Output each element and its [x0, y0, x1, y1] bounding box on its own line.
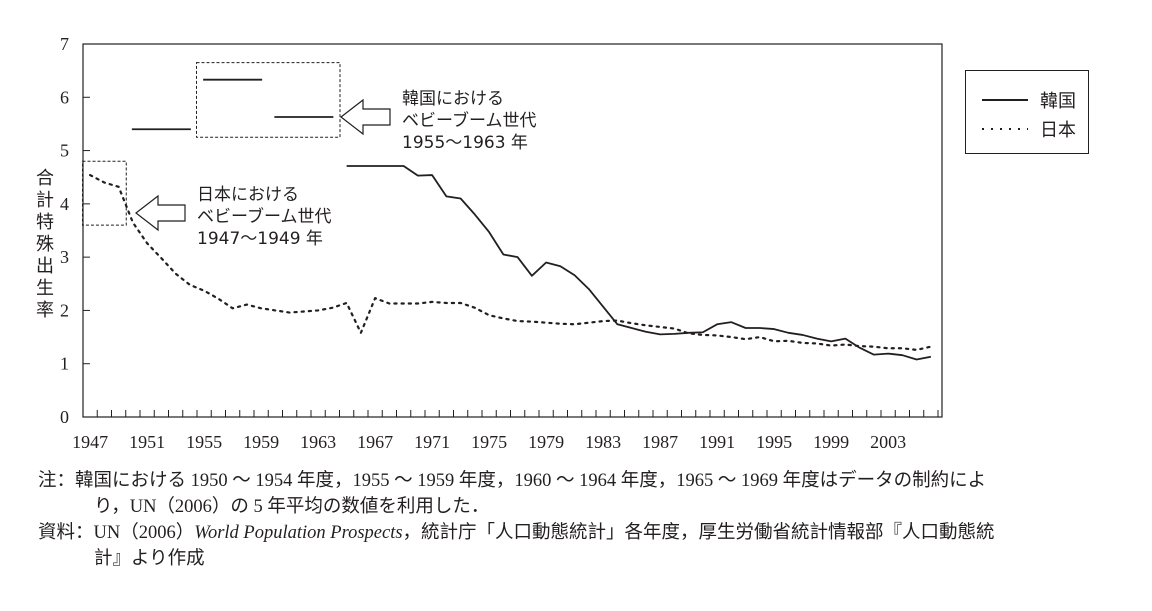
x-tick-label: 1983	[585, 432, 621, 452]
legend: 韓国 日本	[965, 70, 1089, 154]
y-axis-label: 合計特殊出生率	[34, 168, 56, 322]
x-tick-label: 1987	[642, 432, 678, 452]
series-line	[347, 166, 931, 359]
source-title: World Population Prospects	[194, 523, 402, 543]
source-label: 資料：	[38, 523, 94, 543]
japan-baby-boom-text: ベビーブーム世代	[197, 206, 331, 227]
legend-item-japan: 日本	[966, 116, 1090, 140]
x-tick-label: 1963	[300, 432, 336, 452]
japan-baby-boom-text: 日本における	[197, 185, 299, 205]
x-tick-label: 1955	[186, 432, 222, 452]
x-tick-label: 1975	[471, 432, 507, 452]
note-line-2: り，UN（2006）の 5 年平均の数値を利用した．	[38, 494, 1138, 520]
source-line-1: 資料：UN（2006）World Population Prospects，統計…	[38, 520, 1138, 546]
y-tick-label: 1	[60, 354, 69, 374]
japan-baby-boom-highlight-box	[83, 161, 127, 225]
x-tick-label: 1947	[72, 432, 108, 452]
note-line-1: 注：韓国における 1950 〜 1954 年度，1955 〜 1959 年度，1…	[38, 468, 1138, 494]
korea-baby-boom-text: 韓国における	[402, 89, 504, 109]
fertility-chart: 0 1 2 3 4 5 6 7 1947 1951 1955 1959 1963 1967 1971 197…	[0, 0, 1152, 460]
x-tick-label: 1991	[699, 432, 735, 452]
x-axis-ticks: 1947 1951 1955 1959 1963 1967 1971 1975 1979 1983…	[72, 410, 938, 452]
korea-baby-boom-highlight-box	[197, 63, 341, 138]
x-tick-label: 1967	[357, 432, 393, 452]
y-tick-label: 5	[60, 141, 69, 161]
legend-item-korea: 韓国	[966, 87, 1090, 111]
x-tick-label: 1979	[528, 432, 564, 452]
legend-label-japan: 日本	[1040, 116, 1076, 142]
x-tick-label: 2003	[870, 432, 906, 452]
y-tick-label: 4	[60, 194, 69, 214]
x-tick-label: 1951	[129, 432, 165, 452]
korea-baby-boom-text: ベビーブーム世代	[402, 110, 536, 131]
notes: 注：韓国における 1950 〜 1954 年度，1955 〜 1959 年度，1…	[38, 468, 1138, 572]
note-label: 注：	[38, 471, 75, 491]
x-tick-label: 1971	[414, 432, 450, 452]
source-rest: ，統計庁「人口動態統計」各年度，厚生労働省統計情報部『人口動態統	[403, 523, 995, 543]
japan-arrow-icon	[136, 196, 185, 230]
y-tick-label: 3	[60, 247, 69, 267]
legend-label-korea: 韓国	[1040, 87, 1076, 113]
korea-baby-boom-text: 1955〜1963 年	[402, 133, 528, 153]
y-tick-label: 6	[60, 87, 69, 107]
y-axis-ticks: 0 1 2 3 4 5 6 7	[60, 34, 90, 427]
source-line-2: 計』より作成	[38, 546, 1138, 572]
legend-solid-line-icon	[966, 87, 1036, 111]
y-tick-label: 7	[60, 34, 69, 54]
x-tick-label: 1995	[756, 432, 792, 452]
korea-arrow-icon	[341, 100, 390, 134]
source-prefix: UN（2006）	[94, 523, 195, 543]
y-tick-label: 0	[60, 407, 69, 427]
legend-dotted-line-icon	[966, 116, 1036, 140]
japan-baby-boom-text: 1947〜1949 年	[197, 229, 323, 249]
x-tick-label: 1959	[243, 432, 279, 452]
y-tick-label: 2	[60, 300, 69, 320]
note-text-1: 韓国における 1950 〜 1954 年度，1955 〜 1959 年度，196…	[75, 471, 986, 491]
x-tick-label: 1999	[813, 432, 849, 452]
